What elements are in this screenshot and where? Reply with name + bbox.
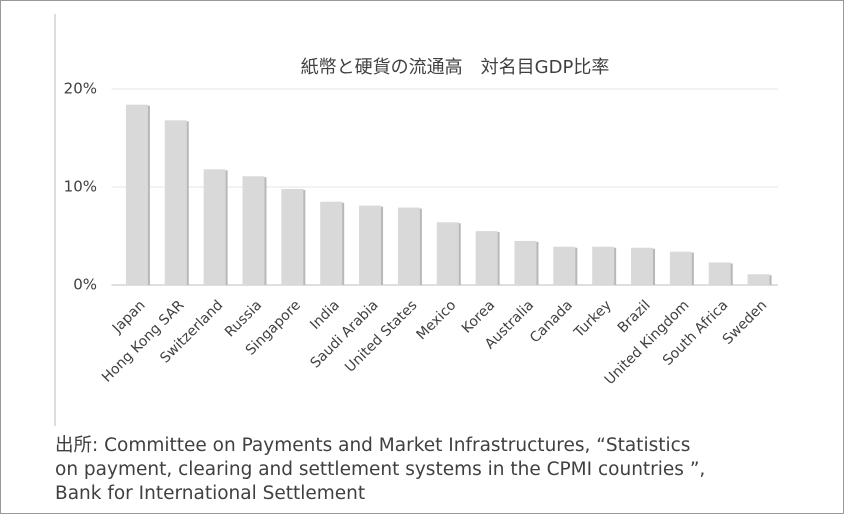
source-note: on payment, clearing and settlement syst… <box>55 459 705 480</box>
bar <box>320 201 343 285</box>
bar <box>631 247 654 285</box>
source-note: Bank for International Settlement <box>55 483 365 504</box>
bar <box>553 246 576 285</box>
bar <box>669 251 692 285</box>
bar <box>708 262 731 285</box>
bar <box>359 205 382 285</box>
bar <box>592 246 615 285</box>
y-tick-label: 20% <box>64 80 97 98</box>
bar <box>397 207 420 285</box>
bar <box>164 120 187 285</box>
bar <box>436 222 459 285</box>
bar <box>242 176 265 285</box>
bar <box>514 240 537 285</box>
bar <box>203 169 226 285</box>
bar <box>125 104 148 286</box>
bar <box>475 231 498 285</box>
chart-title: 紙幣と硬貨の流通高 対名目GDP比率 <box>301 57 610 78</box>
bar <box>281 188 304 285</box>
y-tick-label: 0% <box>73 276 97 294</box>
source-note: 出所: Committee on Payments and Market Inf… <box>55 435 690 456</box>
y-tick-label: 10% <box>64 178 97 196</box>
bar <box>747 274 770 285</box>
